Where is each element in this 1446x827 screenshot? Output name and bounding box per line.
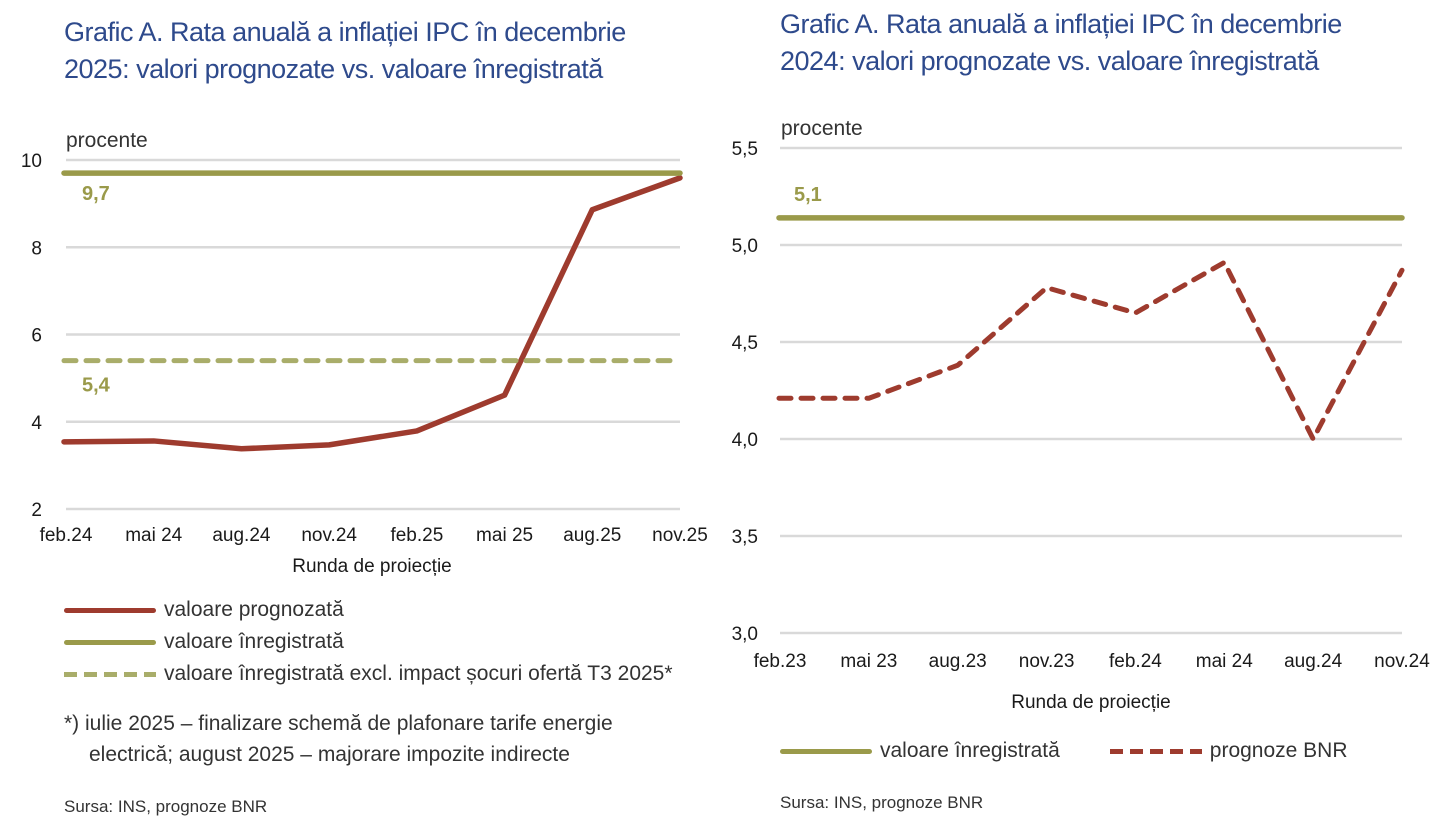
right-legend: valoare înregistrată prognoze BNR xyxy=(780,735,1348,767)
x-tick-label: mai 24 xyxy=(1196,651,1253,672)
y-tick-label: 10 xyxy=(21,151,42,172)
legend-swatch-recorded xyxy=(64,639,156,645)
y-tick-label: 6 xyxy=(31,326,42,347)
y-tick-label: 8 xyxy=(31,238,42,259)
legend-label-recorded: valoare înregistrată xyxy=(880,739,1060,762)
x-tick-label: nov.25 xyxy=(652,525,708,546)
left-unit-label: procente xyxy=(66,129,148,152)
value-annotation: 9,7 xyxy=(82,183,110,205)
legend-swatch-recorded xyxy=(780,748,872,754)
legend-item-bnr-forecast: prognoze BNR xyxy=(1109,735,1348,767)
right-chart-plot: 3,0 3,5 4,0 4,5 5,0 5,5 feb.23 mai 23 aug.23 nov.… xyxy=(732,139,1431,713)
left-title-line-2: 2025: valori prognozate vs. valoare înre… xyxy=(64,54,603,84)
x-tick-label: mai 24 xyxy=(125,525,182,546)
legend-item-forecast: valoare prognozată xyxy=(64,594,673,626)
right-source: Sursa: INS, prognoze BNR xyxy=(780,793,984,812)
x-tick-label: mai 25 xyxy=(476,525,533,546)
legend-swatch-recorded-excl xyxy=(64,671,156,677)
x-tick-label: feb.23 xyxy=(754,651,807,672)
right-title-line-2: 2024: valori prognozate vs. valoare înre… xyxy=(780,46,1319,76)
legend-label-bnr-forecast: prognoze BNR xyxy=(1209,739,1348,762)
legend-item-recorded: valoare înregistrată xyxy=(780,735,1060,767)
y-tick-label: 4,5 xyxy=(732,333,758,354)
x-tick-label: aug.24 xyxy=(1284,651,1343,672)
legend-label-forecast: valoare prognozată xyxy=(164,598,344,621)
left-title-line-1: Grafic A. Rata anuală a inflației IPC în… xyxy=(64,17,626,47)
legend-item-recorded-excl: valoare înregistrată excl. impact șocuri… xyxy=(64,658,673,690)
right-chart-title: Grafic A. Rata anuală a inflației IPC în… xyxy=(780,6,1342,80)
legend-swatch-forecast xyxy=(64,607,156,613)
y-tick-label: 5,5 xyxy=(732,139,758,160)
x-axis-title: Runda de proiecție xyxy=(1011,692,1171,713)
y-tick-label: 3,5 xyxy=(732,527,758,548)
legend-item-recorded: valoare înregistrată xyxy=(64,626,673,658)
y-tick-label: 5,0 xyxy=(732,236,758,257)
x-tick-label: nov.24 xyxy=(1374,651,1430,672)
x-tick-label: feb.24 xyxy=(40,525,93,546)
x-axis-title: Runda de proiecție xyxy=(292,556,452,577)
y-tick-label: 2 xyxy=(31,500,42,521)
legend-swatch-bnr-forecast xyxy=(1109,748,1202,754)
footnote-line-2: electrică; august 2025 – majorare impozi… xyxy=(89,743,570,766)
value-annotation: 5,1 xyxy=(794,184,822,206)
y-tick-label: 4,0 xyxy=(732,430,758,451)
left-legend: valoare prognozată valoare înregistrată … xyxy=(64,594,673,690)
x-tick-label: nov.24 xyxy=(301,525,357,546)
y-tick-label: 3,0 xyxy=(732,624,758,645)
x-tick-label: feb.25 xyxy=(390,525,443,546)
x-tick-label: aug.25 xyxy=(563,525,621,546)
legend-label-recorded-excl: valoare înregistrată excl. impact șocuri… xyxy=(164,662,673,685)
x-tick-label: mai 23 xyxy=(840,651,897,672)
left-footnote: *) iulie 2025 – finalizare schemă de pla… xyxy=(64,708,613,770)
right-title-line-1: Grafic A. Rata anuală a inflației IPC în… xyxy=(780,9,1342,39)
y-tick-label: 4 xyxy=(31,413,42,434)
series-line-valoare-prognozată xyxy=(61,175,683,452)
series-line-prognoze-bnr xyxy=(776,259,1405,442)
left-source: Sursa: INS, prognoze BNR xyxy=(64,797,268,816)
right-unit-label: procente xyxy=(781,117,863,140)
left-chart-title: Grafic A. Rata anuală a inflației IPC în… xyxy=(64,14,626,88)
left-chart-plot: 2 4 6 8 10 feb.24 mai 24 aug.24 nov.24 feb.25 mai … xyxy=(21,151,708,577)
legend-label-recorded: valoare înregistrată xyxy=(164,630,344,653)
x-tick-label: feb.24 xyxy=(1109,651,1162,672)
value-annotation: 5,4 xyxy=(82,375,111,397)
x-tick-label: nov.23 xyxy=(1019,651,1075,672)
x-tick-label: aug.23 xyxy=(929,651,987,672)
footnote-line-1: *) iulie 2025 – finalizare schemă de pla… xyxy=(64,712,613,735)
x-tick-label: aug.24 xyxy=(212,525,271,546)
